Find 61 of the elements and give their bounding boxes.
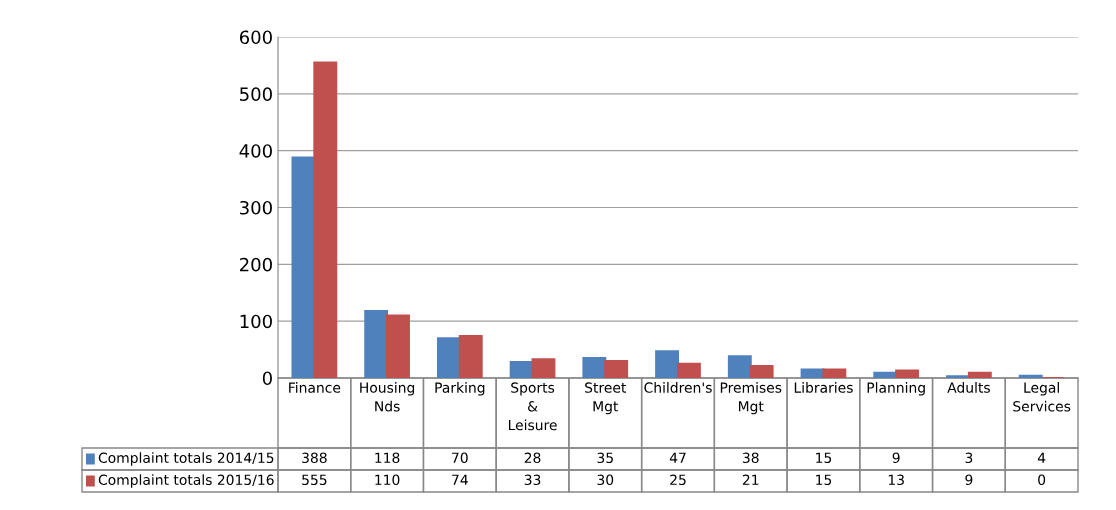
- data-label: 70: [452, 452, 468, 464]
- data-label: 35: [597, 452, 613, 464]
- bar: [386, 314, 410, 378]
- bar: [749, 365, 774, 378]
- y-tick-label: 600: [239, 30, 272, 45]
- data-label: 33: [524, 474, 541, 486]
- x-tick-label: Libraries: [794, 382, 853, 393]
- bar: [727, 355, 752, 378]
- data-label: 555: [302, 474, 327, 486]
- legend-label: Complaint totals 2014/15: [98, 452, 274, 466]
- bar: [313, 61, 338, 378]
- bar: [509, 361, 534, 378]
- bar: [800, 368, 825, 378]
- x-tick-label: Adults: [947, 382, 990, 393]
- bar: [676, 362, 701, 378]
- data-label: 9: [965, 474, 973, 486]
- bar: [873, 371, 898, 378]
- bar: [1018, 374, 1043, 378]
- x-tick-label: Housing Nds: [360, 382, 415, 412]
- x-tick-label: Legal Services: [1013, 382, 1071, 412]
- data-label: 15: [816, 474, 832, 486]
- bar: [436, 337, 461, 378]
- y-tick-label: 100: [240, 314, 272, 329]
- data-label: 38: [742, 452, 759, 464]
- bar: [364, 309, 389, 378]
- x-tick-label: Premises Mgt: [720, 382, 782, 415]
- y-tick-label: 0: [262, 371, 272, 386]
- data-label: 30: [597, 474, 614, 486]
- bar: [458, 334, 483, 378]
- bar: [655, 350, 680, 378]
- bar: [582, 357, 607, 378]
- data-label: 74: [452, 474, 468, 485]
- bar: [895, 369, 920, 378]
- data-label: 388: [302, 452, 327, 464]
- bar: [531, 358, 556, 378]
- x-tick-label: Children's: [644, 382, 712, 393]
- x-tick-label: Sports & Leisure: [508, 382, 557, 431]
- bar: [967, 371, 992, 378]
- data-label: 110: [375, 474, 400, 486]
- x-tick-label: Planning: [867, 382, 925, 396]
- data-label: 25: [670, 474, 686, 486]
- data-label: 15: [816, 452, 832, 464]
- y-tick-label: 300: [240, 200, 272, 215]
- data-label: 13: [888, 474, 904, 486]
- x-tick-label: Street Mgt: [585, 382, 627, 415]
- data-label: 21: [742, 474, 759, 485]
- y-tick-label: 500: [240, 87, 272, 101]
- y-tick-label: 400: [239, 144, 272, 158]
- legend-label: Complaint totals 2015/16: [98, 474, 274, 488]
- data-label: 118: [375, 452, 400, 464]
- bar: [604, 359, 629, 378]
- data-label: 28: [524, 452, 541, 464]
- y-tick-label: 200: [240, 257, 272, 272]
- bar: [822, 368, 847, 378]
- x-tick-label: Parking: [435, 382, 485, 396]
- data-label: 3: [965, 452, 973, 464]
- data-label: 9: [892, 452, 900, 464]
- data-label: 47: [669, 452, 686, 463]
- data-label: 4: [1037, 452, 1046, 463]
- x-tick-label: Finance: [289, 382, 341, 393]
- data-label: 0: [1038, 474, 1046, 486]
